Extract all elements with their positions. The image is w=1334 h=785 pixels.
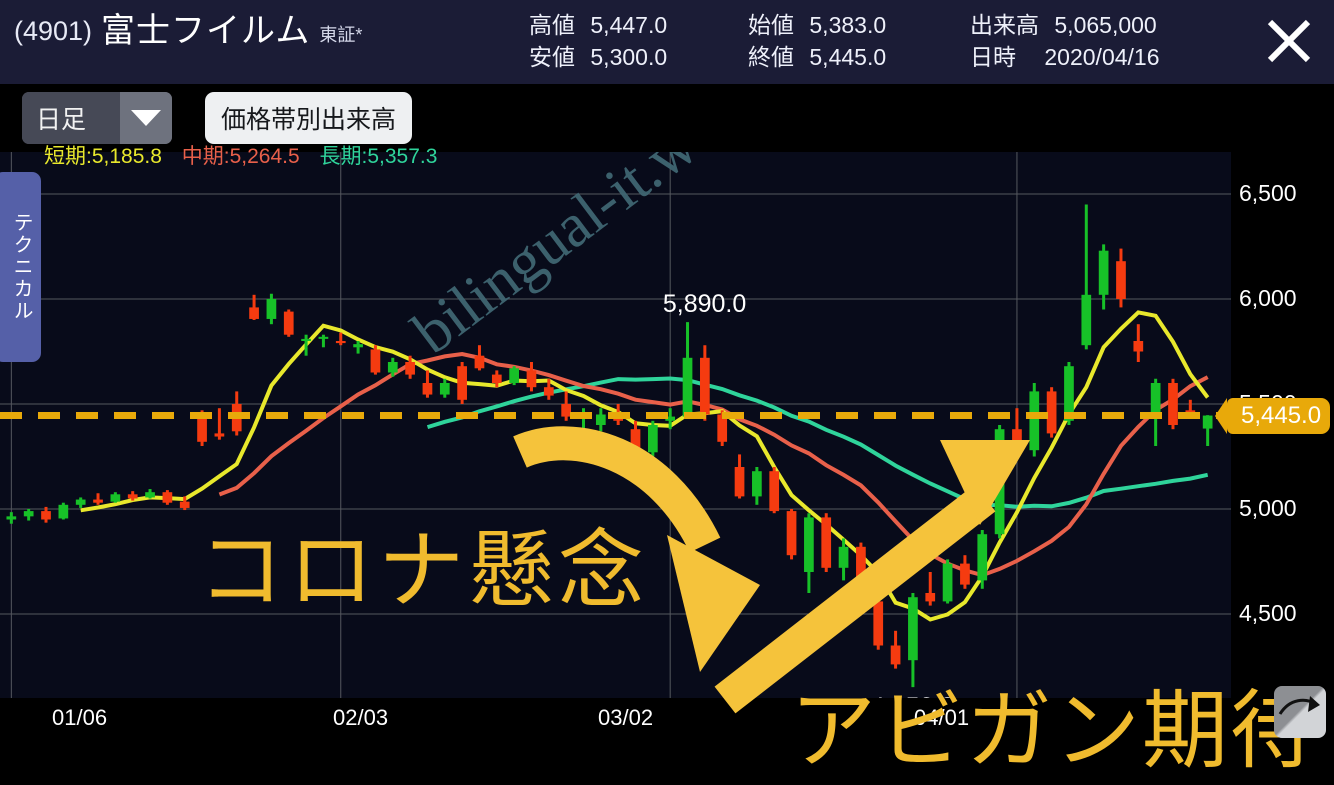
resize-handle-icon[interactable] xyxy=(1274,686,1326,738)
annotation-avigan: アビガン期待 xyxy=(790,681,1318,781)
symbol-block: (4901) 富士フイルム 東証* xyxy=(14,14,362,48)
moving-average-legend: 短期:5,185.8 中期:5,264.5 長期:5,357.3 xyxy=(44,146,451,167)
volume-by-price-button[interactable]: 価格帯別出来高 xyxy=(205,92,413,144)
sidebar-item-technical-label: テクニカル xyxy=(10,212,32,322)
stat-high-label: 高値 xyxy=(529,12,575,38)
y-tick-6500: 6,500 xyxy=(1239,180,1297,206)
stat-open: 始値 5,383.0 xyxy=(748,9,886,41)
stat-open-value: 5,383.0 xyxy=(809,12,887,38)
symbol-code: (4901) xyxy=(14,16,93,46)
stat-date: 日時 2020/04/16 xyxy=(970,41,1160,73)
chevron-down-icon[interactable] xyxy=(120,92,172,144)
y-tick-4500: 4,500 xyxy=(1239,600,1297,626)
y-tick-6000: 6,000 xyxy=(1239,285,1297,311)
stat-high: 高値 5,447.0 xyxy=(529,9,667,41)
price-axis: 6,500 6,000 5,500 5,000 4,500 5,445.0 xyxy=(1215,152,1334,698)
stat-close-label: 終値 xyxy=(748,44,794,70)
stat-volume-label: 出来高 xyxy=(970,12,1039,38)
stats-column-open-close: 始値 5,383.0 終値 5,445.0 xyxy=(748,9,886,73)
chart-toolbar: 日足 価格帯別出来高 xyxy=(0,84,1334,229)
data-label-high: 5,890.0 xyxy=(662,290,747,319)
timeframe-select[interactable]: 日足 xyxy=(22,92,172,144)
stats-column-high-low: 高値 5,447.0 安値 5,300.0 xyxy=(529,9,667,73)
x-tick-0203: 02/03 xyxy=(333,705,389,730)
sidebar-item-technical[interactable]: テクニカル xyxy=(0,172,41,362)
current-price-badge: 5,445.0 xyxy=(1215,397,1330,434)
stats-column-volume-date: 出来高 5,065,000 日時 2020/04/16 xyxy=(970,9,1160,73)
stat-volume-value: 5,065,000 xyxy=(1054,12,1157,38)
stat-close-value: 5,445.0 xyxy=(809,44,887,70)
stat-low-value: 5,300.0 xyxy=(590,44,668,70)
timeframe-value: 日足 xyxy=(22,92,120,144)
x-tick-0302: 03/02 xyxy=(598,705,654,730)
stat-low-label: 安値 xyxy=(529,44,575,70)
ma-mid-label: 中期:5,264.5 xyxy=(181,145,300,168)
x-tick-0106: 01/06 xyxy=(52,705,108,730)
stat-date-label: 日時 xyxy=(970,44,1016,70)
market-label: 東証* xyxy=(319,25,363,45)
chart-header: (4901) 富士フイルム 東証* 高値 5,447.0 安値 5,300.0 … xyxy=(0,0,1334,84)
ma-short-label: 短期:5,185.8 xyxy=(44,145,162,168)
stat-high-value: 5,447.0 xyxy=(590,12,668,38)
y-tick-5000: 5,000 xyxy=(1239,495,1297,521)
symbol-name: 富士フイルム xyxy=(101,12,311,50)
stat-volume: 出来高 5,065,000 xyxy=(970,9,1160,41)
stat-close: 終値 5,445.0 xyxy=(748,41,886,73)
stat-low: 安値 5,300.0 xyxy=(529,41,667,73)
stat-open-label: 始値 xyxy=(748,12,794,38)
close-icon[interactable] xyxy=(1258,10,1320,72)
annotation-corona: コロナ懸念 xyxy=(198,521,648,621)
candlestick-chart[interactable]: bilingual-it.work 5,890.0 4,152.0 xyxy=(0,152,1231,698)
ma-long-label: 長期:5,357.3 xyxy=(319,145,438,168)
stat-date-value: 2020/04/16 xyxy=(1044,44,1160,70)
